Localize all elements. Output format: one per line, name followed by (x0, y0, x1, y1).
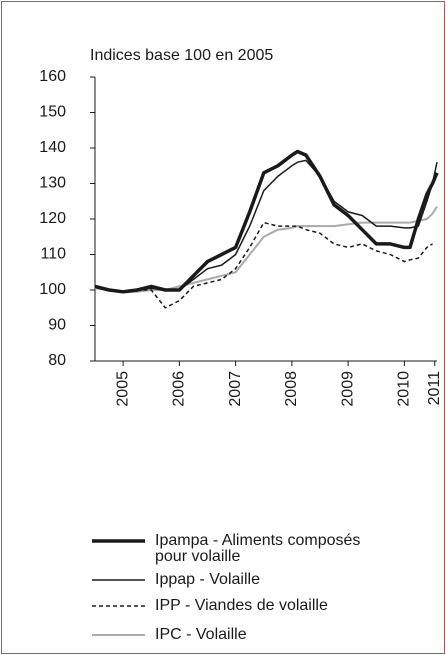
legend-label: Ippap - Volaille (155, 571, 260, 588)
x-tick-label: 2005 (114, 371, 131, 407)
x-tick-label: 2010 (396, 371, 413, 407)
y-tick-label: 80 (48, 352, 66, 369)
series-line (94, 206, 438, 293)
series-line (94, 221, 433, 309)
legend-label: IPC - Volaille (155, 626, 247, 643)
y-tick-label: 120 (39, 210, 66, 227)
series-line (94, 149, 439, 294)
y-tick-label: 130 (39, 175, 66, 192)
y-tick-label: 100 (39, 281, 66, 298)
x-tick-label: 2006 (171, 371, 188, 407)
y-tick-label: 110 (40, 246, 66, 263)
x-tick-label: 2011 (426, 371, 443, 406)
x-tick-label: 2009 (339, 371, 356, 407)
chart-title: Indices base 100 en 2005 (90, 47, 273, 64)
y-tick-label: 90 (48, 317, 66, 334)
legend-label: Ipampa - Aliments composés pour volaille (155, 532, 361, 565)
x-tick-label: 2008 (283, 371, 300, 407)
y-tick-label: 150 (39, 104, 66, 121)
y-tick-label: 160 (39, 68, 66, 85)
legend-label: IPP - Viandes de volaille (155, 597, 328, 614)
y-tick-label: 140 (39, 139, 66, 156)
series-line (94, 159, 438, 293)
x-tick-label: 2007 (227, 371, 244, 407)
